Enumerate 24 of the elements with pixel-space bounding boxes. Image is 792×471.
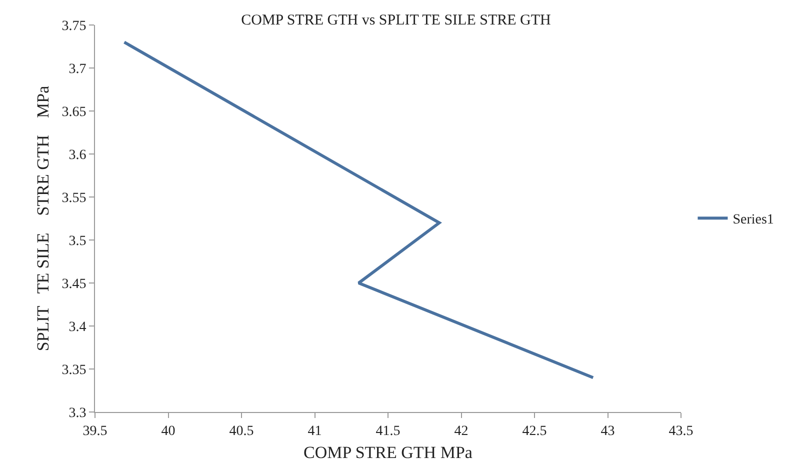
x-tick-label: 40 xyxy=(161,424,176,439)
x-tick-label: 42.5 xyxy=(522,424,547,439)
legend-label: Series1 xyxy=(732,212,774,228)
y-tick-label: 3.55 xyxy=(62,190,86,206)
y-axis-title: SPLIT TE SILE STRE GTH MPa xyxy=(33,85,52,352)
y-tick-label: 3.3 xyxy=(68,406,86,421)
x-tick-label: 40.5 xyxy=(229,424,254,439)
chart-title: COMP STRE GTH vs SPLIT TE SILE STRE GTH xyxy=(241,12,552,29)
y-tick-label: 3.45 xyxy=(62,276,86,292)
y-tick-label: 3.35 xyxy=(62,362,86,378)
x-axis-title: COMP STRE GTH MPa xyxy=(304,443,473,462)
x-tick-label: 42 xyxy=(454,424,468,439)
y-tick-label: 3.65 xyxy=(62,104,86,120)
x-tick-label: 41.5 xyxy=(376,424,400,439)
x-tick-label: 43 xyxy=(600,424,615,439)
y-tick-label: 3.75 xyxy=(62,18,86,34)
y-tick-label: 3.5 xyxy=(68,234,86,249)
y-tick-label: 3.6 xyxy=(68,148,86,163)
y-tick-label: 3.7 xyxy=(68,62,86,77)
x-tick-label: 43.5 xyxy=(668,424,694,439)
y-tick-label: 3.4 xyxy=(68,320,86,335)
line-series xyxy=(122,40,595,380)
x-tick-label: 41 xyxy=(308,424,322,439)
x-tick-label: 39.5 xyxy=(82,424,108,439)
